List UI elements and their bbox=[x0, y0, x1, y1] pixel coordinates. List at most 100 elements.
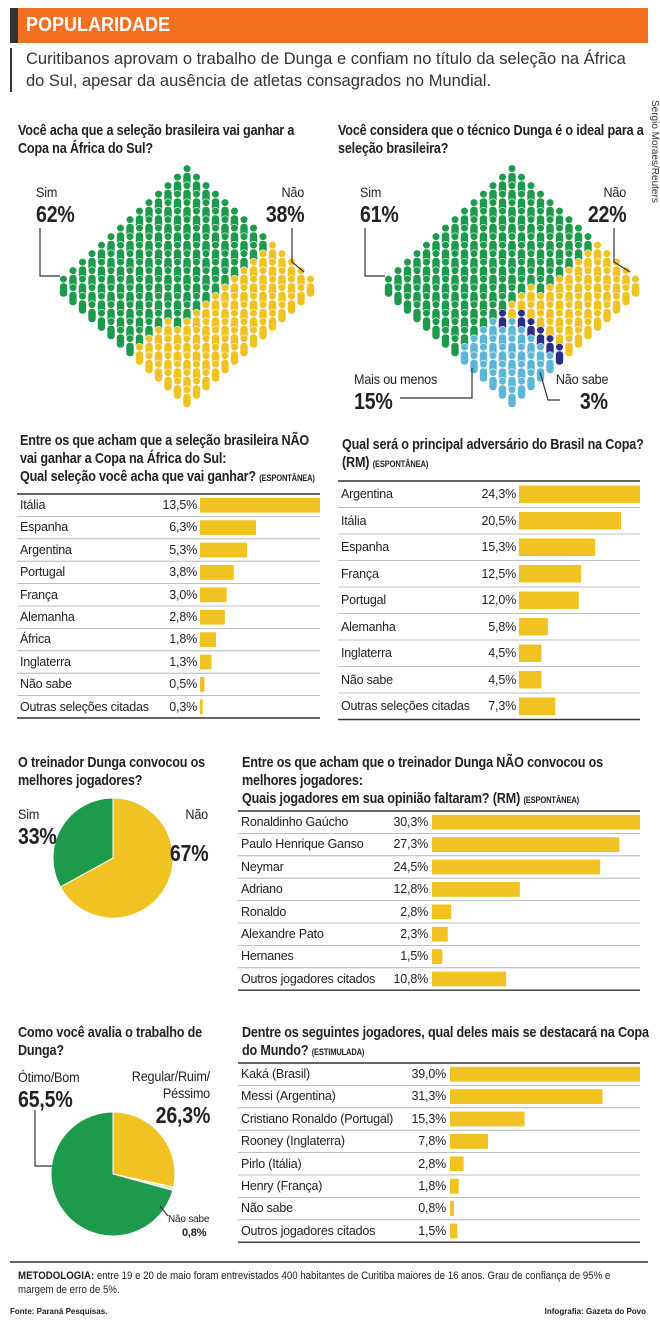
person-icon bbox=[393, 283, 403, 306]
person-head bbox=[431, 283, 441, 292]
person-head bbox=[192, 326, 201, 335]
chart-title: Você considera que o técnico Dunga é o i… bbox=[338, 122, 644, 157]
person-head bbox=[583, 283, 593, 292]
person-body bbox=[192, 384, 201, 400]
person-body bbox=[201, 376, 211, 391]
person-head bbox=[144, 283, 154, 292]
person-head bbox=[536, 292, 545, 301]
person-head bbox=[526, 351, 536, 360]
value-label: 12,8% bbox=[393, 882, 429, 897]
person-head bbox=[479, 258, 488, 267]
category-label: Inglaterra bbox=[341, 646, 392, 660]
value-label: 62% bbox=[36, 201, 75, 227]
person-icon bbox=[268, 309, 277, 332]
person-head bbox=[144, 198, 154, 207]
person-head bbox=[78, 258, 87, 267]
person-head bbox=[441, 275, 450, 284]
person-head bbox=[536, 258, 545, 267]
person-head bbox=[545, 266, 555, 275]
chart-title-block: Qual será o principal adversário do Bras… bbox=[342, 436, 652, 473]
person-head bbox=[574, 309, 583, 318]
person-head bbox=[555, 275, 564, 284]
person-head bbox=[125, 334, 135, 343]
person-head bbox=[268, 258, 277, 267]
category-label: Portugal bbox=[20, 565, 65, 580]
category-label: Alemanha bbox=[341, 619, 396, 634]
person-head bbox=[526, 283, 536, 292]
person-icon bbox=[201, 368, 211, 391]
person-head bbox=[154, 326, 163, 335]
person-head bbox=[68, 283, 78, 292]
leader-line bbox=[159, 1205, 169, 1217]
person-head bbox=[517, 275, 526, 284]
bar bbox=[519, 644, 542, 662]
person-head bbox=[431, 300, 441, 309]
leader-line bbox=[291, 228, 305, 273]
value-label: 1,8% bbox=[169, 632, 197, 647]
person-head bbox=[211, 275, 220, 284]
category-label: Outras seleções citadas bbox=[341, 699, 470, 713]
person-icon bbox=[593, 309, 602, 332]
person-head bbox=[412, 249, 422, 258]
category-label: Inglaterra bbox=[20, 654, 71, 669]
chart-note: (ESPONTÂNEA) bbox=[259, 473, 315, 483]
person-head bbox=[564, 266, 574, 275]
person-head bbox=[583, 249, 593, 258]
person-icon bbox=[154, 360, 163, 383]
person-head bbox=[87, 249, 97, 258]
person-head bbox=[422, 292, 431, 301]
bar bbox=[432, 814, 640, 830]
person-head bbox=[277, 266, 287, 275]
person-icon bbox=[135, 343, 144, 366]
person-head bbox=[173, 258, 182, 267]
person-head bbox=[422, 241, 431, 250]
category-label: Não bbox=[281, 184, 304, 200]
person-head bbox=[116, 292, 125, 301]
person-head bbox=[135, 241, 144, 250]
person-head bbox=[116, 224, 125, 233]
value-label: 24,3% bbox=[481, 487, 517, 501]
person-head bbox=[583, 232, 593, 241]
person-head bbox=[536, 309, 545, 318]
person-head bbox=[163, 351, 173, 360]
person-head bbox=[192, 343, 201, 352]
person-head bbox=[173, 241, 182, 250]
bar bbox=[432, 837, 620, 852]
person-head bbox=[135, 292, 144, 301]
value-label: 20,5% bbox=[481, 513, 517, 528]
person-head bbox=[192, 360, 201, 369]
person-head bbox=[469, 198, 479, 207]
category-label: Cristiano Ronaldo (Portugal) bbox=[241, 1111, 394, 1126]
value-label: 3,8% bbox=[169, 565, 197, 580]
person-head bbox=[239, 215, 249, 224]
person-icon bbox=[296, 283, 306, 306]
person-head bbox=[201, 283, 211, 292]
category-label: Ronaldo bbox=[241, 904, 287, 919]
value-label: 13,5% bbox=[162, 498, 198, 512]
person-body bbox=[517, 384, 526, 400]
person-icon bbox=[211, 360, 220, 383]
person-head bbox=[393, 266, 403, 275]
person-head bbox=[173, 309, 182, 318]
person-head bbox=[116, 258, 125, 267]
person-head bbox=[144, 317, 154, 326]
person-head bbox=[230, 207, 239, 216]
person-body bbox=[621, 291, 631, 306]
person-head bbox=[517, 343, 526, 352]
value-label: 30,3% bbox=[393, 815, 429, 829]
person-head bbox=[125, 266, 135, 275]
leader-line bbox=[34, 1110, 52, 1167]
person-head bbox=[135, 258, 144, 267]
person-head bbox=[450, 215, 460, 224]
value-label: 0,8% bbox=[418, 1201, 446, 1216]
person-body bbox=[469, 359, 479, 374]
person-head bbox=[116, 326, 125, 335]
person-head bbox=[239, 334, 249, 343]
person-head bbox=[173, 173, 182, 182]
bar bbox=[450, 1156, 464, 1172]
person-head bbox=[441, 326, 450, 335]
value-label: 4,5% bbox=[488, 672, 516, 687]
category-label: Ronaldinho Gaúcho bbox=[241, 815, 349, 829]
person-head bbox=[507, 317, 517, 326]
person-head bbox=[87, 300, 97, 309]
